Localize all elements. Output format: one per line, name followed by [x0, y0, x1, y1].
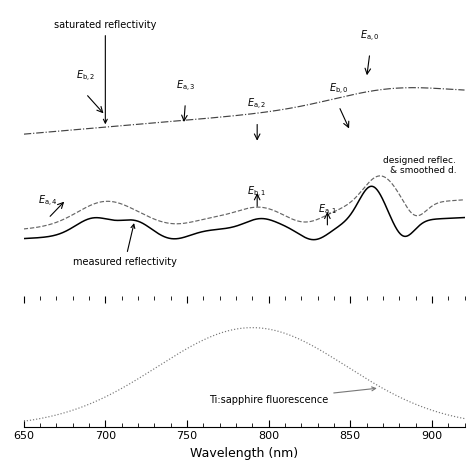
X-axis label: Wavelength (nm): Wavelength (nm)	[190, 447, 298, 460]
Text: saturated reflectivity: saturated reflectivity	[54, 20, 156, 123]
Text: $E_{\mathrm{b,0}}$: $E_{\mathrm{b,0}}$	[329, 82, 349, 97]
Text: $E_{\mathrm{a,2}}$: $E_{\mathrm{a,2}}$	[247, 97, 267, 112]
Text: designed reflec.
& smoothed d.: designed reflec. & smoothed d.	[383, 155, 456, 175]
Text: $E_{\mathrm{a,0}}$: $E_{\mathrm{a,0}}$	[360, 28, 380, 44]
Text: measured reflectivity: measured reflectivity	[73, 224, 177, 267]
Text: $E_{\mathrm{a,1}}$: $E_{\mathrm{a,1}}$	[318, 203, 337, 219]
Text: $E_{\mathrm{a,3}}$: $E_{\mathrm{a,3}}$	[175, 79, 195, 94]
Text: $E_{\mathrm{b,2}}$: $E_{\mathrm{b,2}}$	[76, 69, 95, 84]
Text: Ti:sapphire fluorescence: Ti:sapphire fluorescence	[209, 387, 375, 405]
Text: $E_{\mathrm{a,4}}$: $E_{\mathrm{a,4}}$	[38, 194, 58, 209]
Text: $E_{\mathrm{b,1}}$: $E_{\mathrm{b,1}}$	[247, 184, 267, 200]
